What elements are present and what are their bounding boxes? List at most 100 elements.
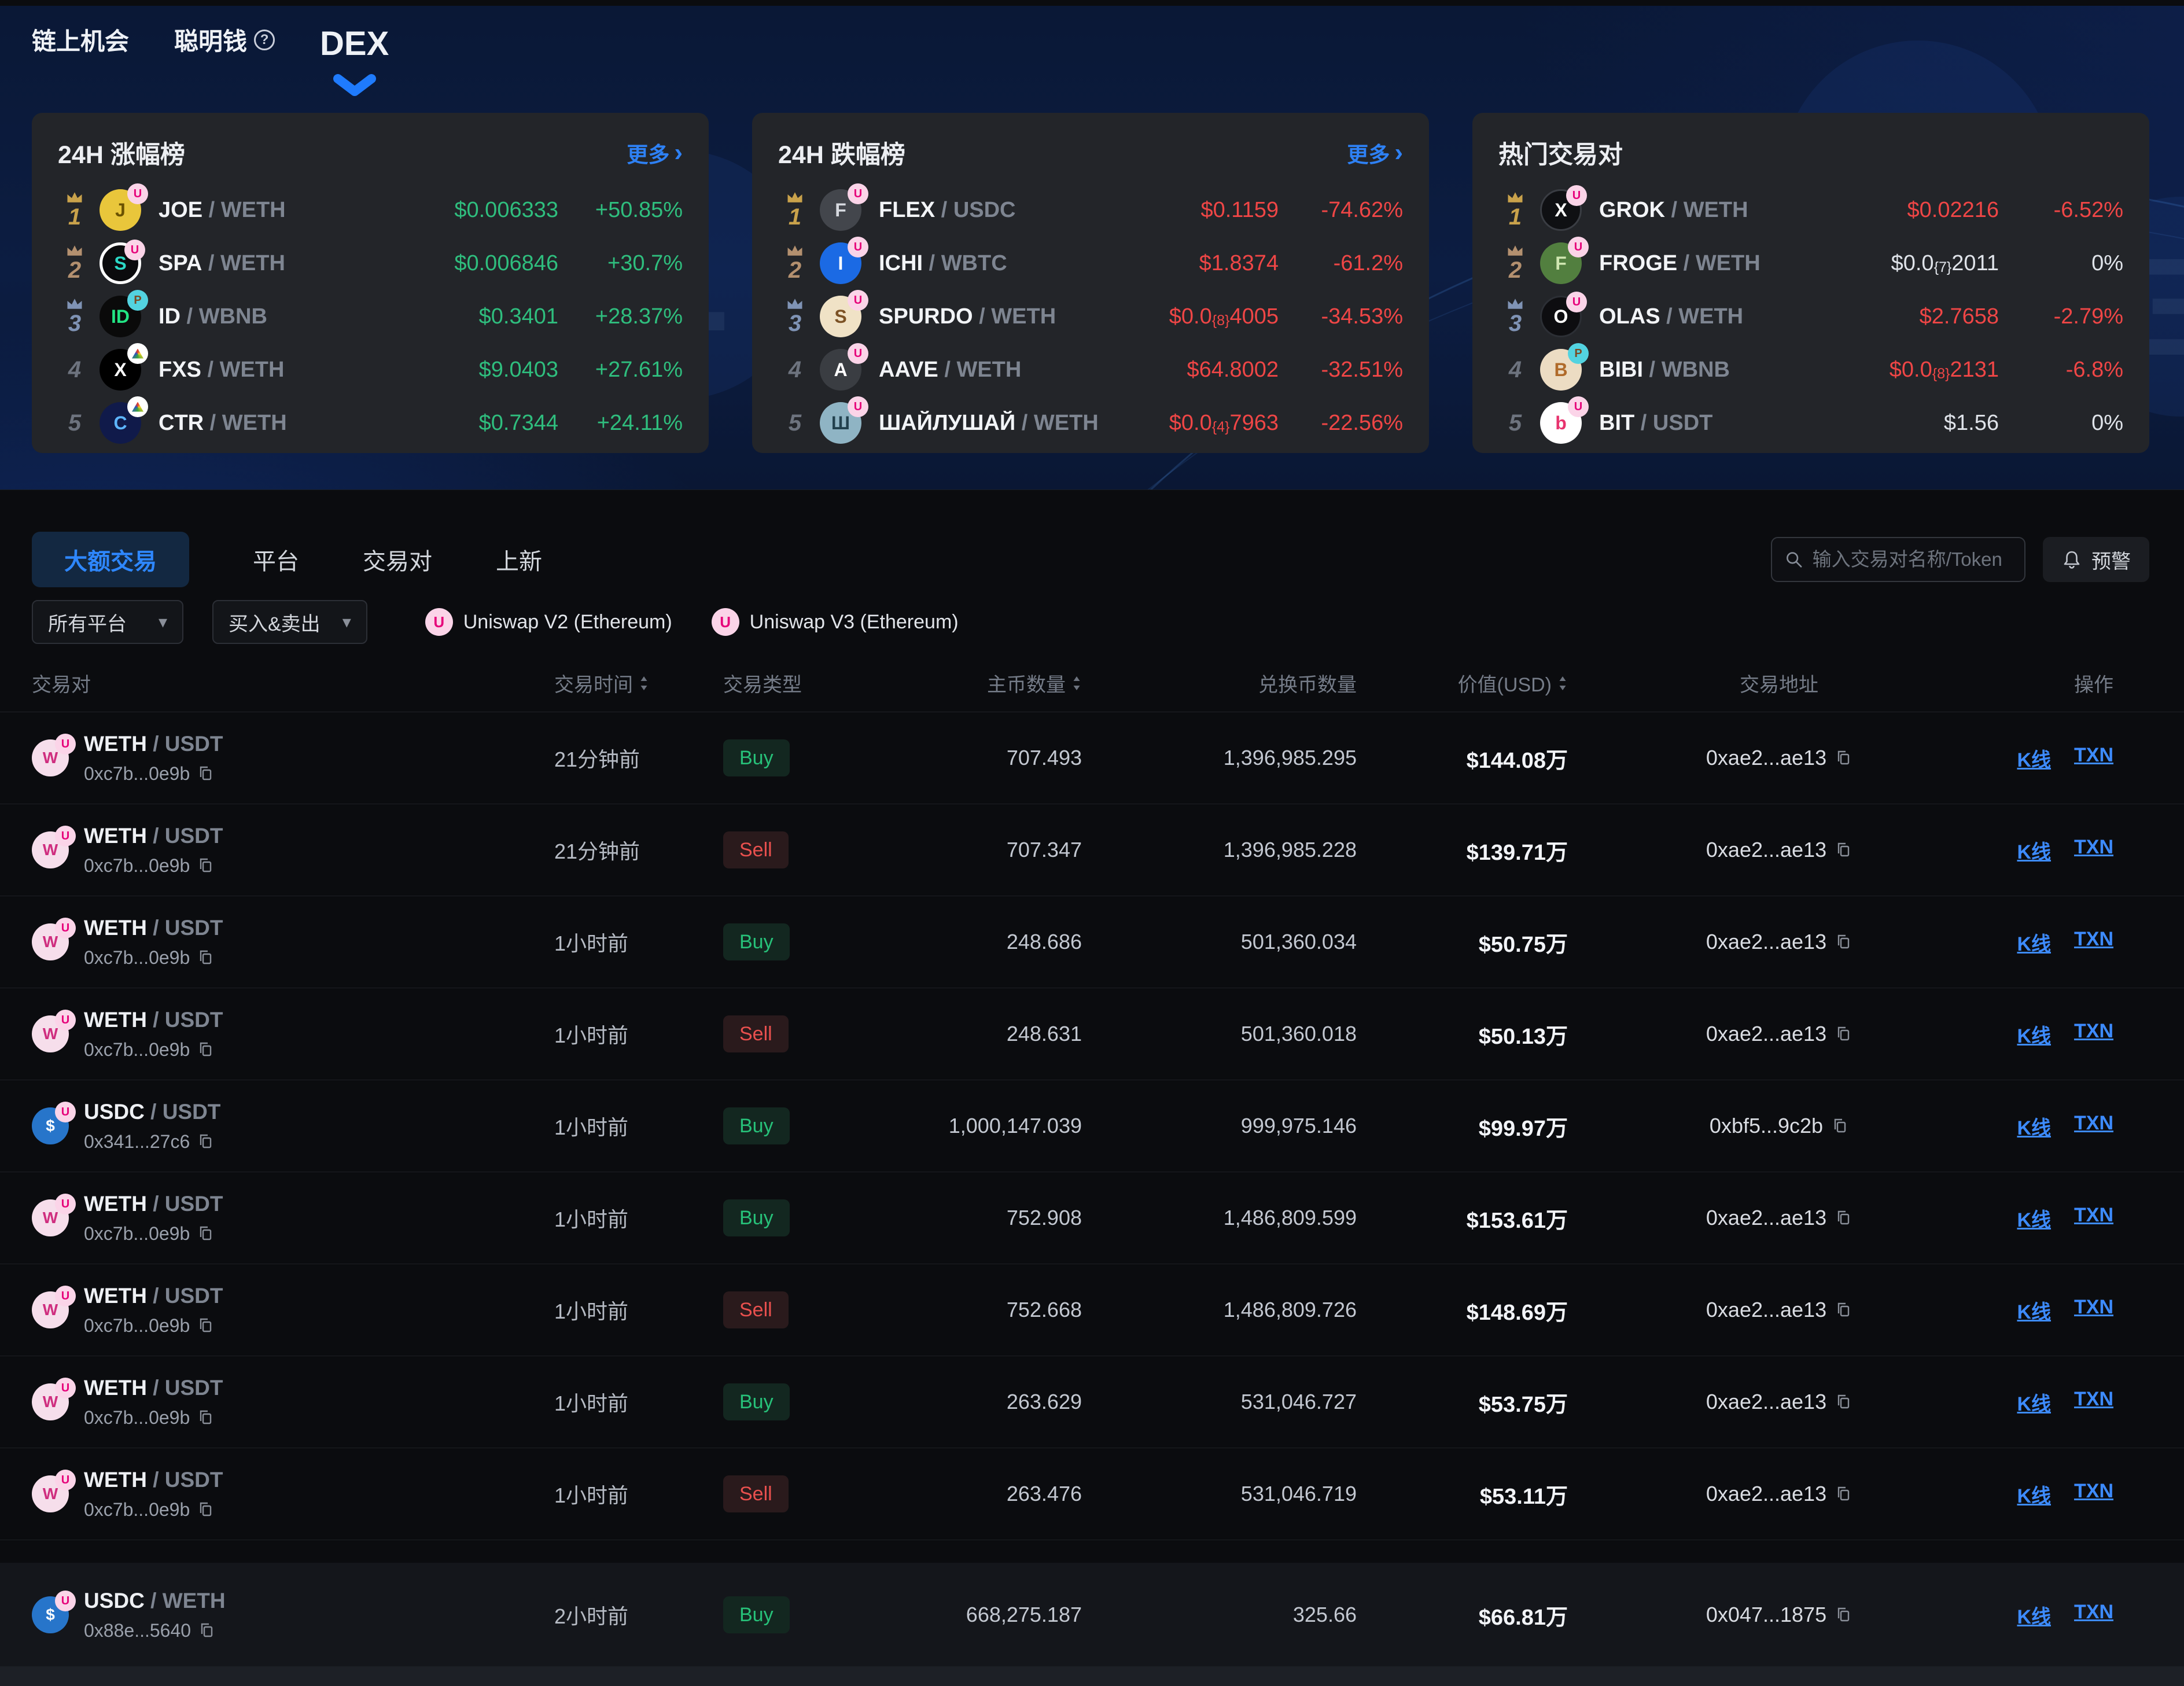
chip-uniswap-v2[interactable]: U Uniswap V2 (Ethereum) xyxy=(425,608,672,636)
leaderboard-row[interactable]: 2 S SPA / WETH $0.006846 +30.7% xyxy=(58,239,683,288)
header-amount-sortable[interactable]: 主币数量 xyxy=(926,669,1082,697)
token-glyph: B xyxy=(1554,359,1568,380)
copy-pool-address-button[interactable] xyxy=(197,1041,214,1058)
base-amount: 263.476 xyxy=(1006,1482,1082,1505)
leaderboard-row[interactable]: 3 S SPURDO / WETH $0.0{8}4005 -34.53% xyxy=(778,290,1403,341)
table-row[interactable]: W WETH / USDT 0xc7b...0e9b xyxy=(0,1264,2184,1356)
txn-link[interactable]: TXN xyxy=(2074,1111,2113,1134)
direction-dropdown[interactable]: 买入&卖出 ▾ xyxy=(212,600,367,644)
kline-link[interactable]: K线 xyxy=(2017,1485,2051,1507)
kline-link[interactable]: K线 xyxy=(2017,841,2051,863)
copy-tx-address-button[interactable] xyxy=(1835,841,1852,859)
txn-link[interactable]: TXN xyxy=(2074,1295,2113,1318)
leaderboard-row[interactable]: 4 X FXS / WETH $9.0403 +27.61% xyxy=(58,343,683,394)
copy-tx-address-button[interactable] xyxy=(1835,1606,1852,1624)
copy-pool-address-button[interactable] xyxy=(197,1225,214,1242)
header-time-sortable[interactable]: 交易时间 xyxy=(554,669,723,697)
tab-new-listings[interactable]: 上新 xyxy=(496,543,542,576)
pair-name: USDC / WETH xyxy=(84,1588,226,1613)
pair-name: FROGE / WETH xyxy=(1599,251,1761,275)
more-link[interactable]: 更多 › xyxy=(627,137,683,168)
copy-tx-address-button[interactable] xyxy=(1835,1485,1852,1503)
leaderboard-row[interactable]: 3 O OLAS / WETH $2.7658 -2.79% xyxy=(1498,292,2123,341)
table-row[interactable]: W WETH / USDT 0xc7b...0e9b xyxy=(0,1356,2184,1448)
rank: 5 xyxy=(1498,411,1532,435)
txn-link[interactable]: TXN xyxy=(2074,1600,2113,1623)
kline-link[interactable]: K线 xyxy=(2017,1393,2051,1415)
actions-cell: K线 TXN xyxy=(1990,1601,2149,1629)
table-row[interactable]: W WETH / USDT 0xc7b...0e9b xyxy=(0,1448,2184,1540)
actions-cell: K线 TXN xyxy=(1990,744,2149,772)
table-row[interactable]: W WETH / USDT 0xc7b...0e9b xyxy=(0,712,2184,804)
leaderboard-row[interactable]: 2 F FROGE / WETH $0.0{7}2011 0% xyxy=(1498,237,2123,288)
copy-tx-address-button[interactable] xyxy=(1835,1025,1852,1043)
table-row[interactable]: $ USDC / USDT 0x341...27c6 xyxy=(0,1080,2184,1172)
chip-uniswap-v3[interactable]: U Uniswap V3 (Ethereum) xyxy=(711,608,959,636)
txn-link[interactable]: TXN xyxy=(2074,743,2113,766)
crown-icon xyxy=(67,245,82,256)
copy-pool-address-button[interactable] xyxy=(197,949,214,966)
header-value-sortable[interactable]: 价值(USD) xyxy=(1357,669,1568,697)
copy-tx-address-button[interactable] xyxy=(1831,1117,1848,1135)
copy-pool-address-button[interactable] xyxy=(197,1317,214,1334)
table-row[interactable]: $ USDC / WETH 0x88e...5640 xyxy=(0,1563,2184,1667)
search-input[interactable] xyxy=(1812,548,2012,570)
leaderboard-row[interactable]: 4 A AAVE / WETH $64.8002 -32.51% xyxy=(778,343,1403,394)
copy-tx-address-button[interactable] xyxy=(1835,1393,1852,1411)
nav-item-dex[interactable]: DEX xyxy=(320,24,389,96)
kline-link[interactable]: K线 xyxy=(2017,1209,2051,1231)
leaderboard-row[interactable]: 2 I ICHI / WBTC $1.8374 -61.2% xyxy=(778,237,1403,288)
more-link[interactable]: 更多 › xyxy=(1347,137,1403,168)
table-row[interactable]: W WETH / USDT 0xc7b...0e9b xyxy=(0,1172,2184,1264)
leaderboard-row[interactable]: 5 Ш ШАЙЛУШАЙ / WETH $0.0{4}7963 -22.56% xyxy=(778,396,1403,447)
txn-link[interactable]: TXN xyxy=(2074,1479,2113,1502)
kline-link[interactable]: K线 xyxy=(2017,749,2051,771)
nav-item-smart-money[interactable]: 聪明钱 ? xyxy=(174,22,275,63)
txn-link[interactable]: TXN xyxy=(2074,1387,2113,1410)
rank: 1 xyxy=(778,192,812,229)
table-row[interactable]: W WETH / USDT 0xc7b...0e9b xyxy=(0,988,2184,1080)
tab-platform[interactable]: 平台 xyxy=(253,543,299,576)
table-row[interactable]: W WETH / USDT 0xc7b...0e9b xyxy=(0,804,2184,896)
copy-pool-address-button[interactable] xyxy=(197,1133,214,1150)
leaderboard-row[interactable]: 4 B BIBI / WBNB $0.0{8}2131 -6.8% xyxy=(1498,343,2123,394)
copy-tx-address-button[interactable] xyxy=(1835,749,1852,767)
copy-tx-address-button[interactable] xyxy=(1835,1209,1852,1227)
copy-pool-address-button[interactable] xyxy=(197,1409,214,1426)
leaderboard-row[interactable]: 1 J JOE / WETH $0.006333 +50.85% xyxy=(58,183,683,234)
txn-link[interactable]: TXN xyxy=(2074,1019,2113,1042)
platform-dropdown[interactable]: 所有平台 ▾ xyxy=(32,600,183,644)
leaderboard-row[interactable]: 1 X GROK / WETH $0.02216 -6.52% xyxy=(1498,185,2123,234)
txn-link[interactable]: TXN xyxy=(2074,927,2113,950)
kline-link[interactable]: K线 xyxy=(2017,1606,2051,1628)
tx-address: 0xae2...ae13 xyxy=(1706,1298,1827,1321)
tx-address: 0xae2...ae13 xyxy=(1706,746,1827,770)
copy-tx-address-button[interactable] xyxy=(1835,933,1852,951)
kline-link[interactable]: K线 xyxy=(2017,1301,2051,1323)
help-icon[interactable]: ? xyxy=(254,29,275,50)
nav-item-onchain-opportunity[interactable]: 链上机会 xyxy=(32,22,129,63)
txn-link[interactable]: TXN xyxy=(2074,835,2113,858)
alert-button[interactable]: 预警 xyxy=(2043,537,2149,582)
pair-name: JOE / WETH xyxy=(159,197,286,222)
leaderboard-row[interactable]: 5 b BIT / USDT $1.56 0% xyxy=(1498,396,2123,447)
token-glyph: S xyxy=(114,252,127,274)
kline-link[interactable]: K线 xyxy=(2017,1025,2051,1047)
leaderboard-row[interactable]: 3 ID ID / WBNB $0.3401 +28.37% xyxy=(58,290,683,341)
tab-large-transactions[interactable]: 大额交易 xyxy=(32,532,189,587)
copy-pool-address-button[interactable] xyxy=(197,765,214,782)
change-percent: -32.51% xyxy=(1321,357,1403,382)
tab-pairs[interactable]: 交易对 xyxy=(363,543,432,576)
leaderboard-row[interactable]: 5 C CTR / WETH $0.7344 +24.11% xyxy=(58,396,683,447)
copy-pool-address-button[interactable] xyxy=(197,857,214,874)
copy-tx-address-button[interactable] xyxy=(1835,1301,1852,1319)
copy-pool-address-button[interactable] xyxy=(198,1622,215,1639)
table-row[interactable]: W WETH / USDT 0xc7b...0e9b xyxy=(0,896,2184,988)
leaderboard-row[interactable]: 1 F FLEX / USDC $0.1159 -74.62% xyxy=(778,183,1403,234)
kline-link[interactable]: K线 xyxy=(2017,933,2051,955)
trade-type-cell: Buy xyxy=(723,1596,926,1633)
copy-pool-address-button[interactable] xyxy=(197,1501,214,1518)
token-icon: F xyxy=(820,183,868,231)
kline-link[interactable]: K线 xyxy=(2017,1117,2051,1139)
txn-link[interactable]: TXN xyxy=(2074,1203,2113,1226)
